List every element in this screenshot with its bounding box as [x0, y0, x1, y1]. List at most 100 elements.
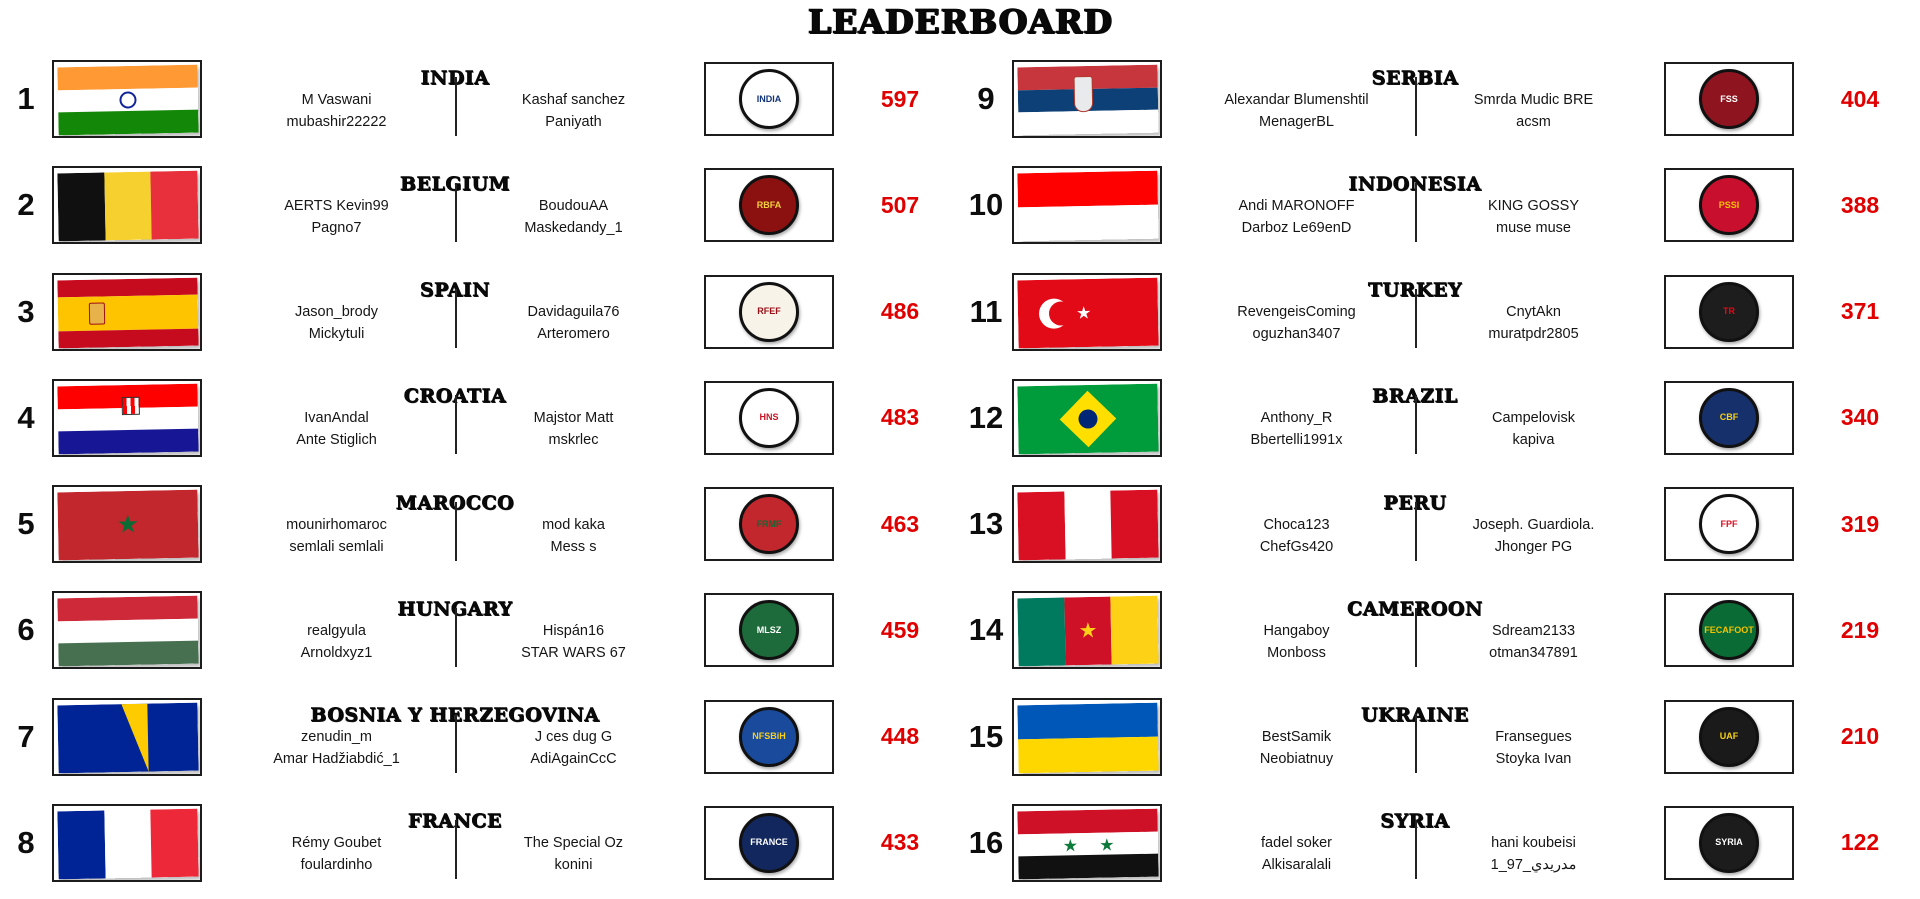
player-name: Arteromero	[537, 326, 610, 343]
country-name: PERU	[1383, 491, 1446, 514]
country-name: HUNGARY	[397, 598, 512, 621]
crest-frame: SYRIA	[1664, 805, 1794, 880]
flag-frame	[52, 803, 202, 882]
country-name: SERBIA	[1371, 66, 1459, 89]
players-grid: Choca123 ChefGs420 Joseph. Guardiola. Jh…	[1178, 501, 1652, 561]
rank-number: 7	[17, 718, 35, 754]
country-flag	[52, 60, 207, 144]
rank-number: 10	[968, 187, 1004, 223]
players-left: Choca123 ChefGs420	[1178, 516, 1415, 557]
rank-number: 1	[17, 81, 35, 117]
player-name: mod kaka	[542, 516, 605, 533]
player-name: Bbertelli1991x	[1250, 432, 1343, 449]
players-left: Alexandar Blumenshtil MenagerBL	[1178, 91, 1415, 132]
players-right: Sdream2133 otman347891	[1415, 622, 1652, 663]
team-block: HUNGARY realgyula Arnoldxyz1 Hispán16 ST…	[212, 584, 698, 676]
team-score: 219	[1840, 616, 1880, 643]
players-right: mod kaka Mess s	[455, 516, 692, 557]
flag-peru-icon	[1017, 489, 1159, 561]
leaderboard-row[interactable]: 2 BELGIUM AERTS Kevin99 Pagno7 BoudouAA …	[0, 152, 960, 258]
team-block: BRAZIL Anthony_R Bbertelli1991x Campelov…	[1172, 372, 1658, 464]
player-name: Davidaguila76	[527, 304, 620, 321]
players-divider	[1415, 501, 1417, 561]
leaderboard-row[interactable]: 3 SPAIN Jason_brody Mickytuli Davidaguil…	[0, 259, 960, 365]
rank-number: 16	[968, 824, 1004, 860]
leaderboard-column-right: 9 SERBIA Alexandar Blumenshtil MenagerBL…	[960, 46, 1920, 896]
players-divider	[455, 289, 457, 349]
crest-frame: FRANCE	[704, 805, 834, 880]
players-left: IvanAndal Ante Stiglich	[218, 409, 455, 450]
crest-label: MLSZ	[756, 624, 782, 635]
country-flag: ★	[1012, 591, 1167, 675]
leaderboard-row[interactable]: 10 INDONESIA Andi MARONOFF Darboz Le69en…	[960, 152, 1920, 258]
page-title: LEADERBOARD	[807, 2, 1113, 42]
players-grid: Andi MARONOFF Darboz Le69enD KING GOSSY …	[1178, 182, 1652, 242]
crest-badge-icon: TR	[1699, 281, 1759, 342]
crest-frame: INDIA	[704, 62, 834, 137]
player-name: kapiva	[1512, 432, 1555, 449]
rank-number: 4	[17, 399, 35, 435]
players-divider	[1415, 395, 1417, 455]
team-score: 210	[1840, 723, 1880, 750]
crest-frame: RBFA	[704, 168, 834, 243]
federation-crest: FRMF	[704, 487, 834, 562]
player-name: konini	[554, 857, 593, 874]
leaderboard-row[interactable]: 13 PERU Choca123 ChefGs420 Joseph. Guard…	[960, 471, 1920, 577]
team-score: 448	[880, 723, 920, 750]
crest-badge-icon: INDIA	[739, 69, 799, 130]
players-grid: AERTS Kevin99 Pagno7 BoudouAA Maskedandy…	[218, 182, 692, 242]
leaderboard-row[interactable]: 1 INDIA M Vaswani mubashir22222 Kashaf s…	[0, 46, 960, 152]
crest-label: HNS	[759, 412, 779, 423]
players-grid: realgyula Arnoldxyz1 Hispán16 STAR WARS …	[218, 607, 692, 667]
leaderboard-row[interactable]: 5 ★ MAROCCO mounirhomaroc semlali semlal…	[0, 471, 960, 577]
players-right: BoudouAA Maskedandy_1	[455, 197, 692, 238]
crest-frame: FPF	[1664, 487, 1794, 562]
player-name: M Vaswani	[301, 91, 372, 108]
player-name: Andi MARONOFF	[1238, 197, 1355, 214]
player-name: Hispán16	[542, 622, 605, 639]
federation-crest: UAF	[1664, 699, 1794, 774]
federation-crest: HNS	[704, 380, 834, 455]
leaderboard-row[interactable]: 16 ★ ★ SYRIA fadel soker Alkisaralali ha…	[960, 790, 1920, 896]
players-right: KING GOSSY muse muse	[1415, 197, 1652, 238]
player-name: Monboss	[1267, 644, 1326, 661]
player-name: muse muse	[1496, 219, 1571, 236]
leaderboard-row[interactable]: 8 FRANCE Rémy Goubet foulardinho The Spe…	[0, 790, 960, 896]
leaderboard-row[interactable]: 15 UKRAINE BestSamik Neobiatnuy Fransegu…	[960, 684, 1920, 790]
team-block: CROATIA IvanAndal Ante Stiglich Majstor …	[212, 372, 698, 464]
leaderboard-row[interactable]: 4 CROATIA IvanAndal Ante Stiglich Majsto…	[0, 365, 960, 471]
country-name: UKRAINE	[1361, 704, 1469, 727]
flag-cameroon-icon: ★	[1017, 596, 1159, 667]
leaderboard-row[interactable]: 11 ★ TURKEY RevengeisComing oguzhan3407 …	[960, 259, 1920, 365]
flag-indonesia-icon	[1017, 171, 1159, 242]
leaderboard-row[interactable]: 14 ★ CAMEROON Hangaboy Monboss Sdream213…	[960, 577, 1920, 683]
player-name: Majstor Matt	[533, 410, 614, 427]
crest-badge-icon: FECAFOOT	[1699, 600, 1759, 661]
player-name: Pagno7	[311, 219, 362, 236]
player-name: Sdream2133	[1491, 622, 1576, 639]
leaderboard-row[interactable]: 7 BOSNIA Y HERZEGOVINA zenudin_m Amar Ha…	[0, 684, 960, 790]
leaderboard-row[interactable]: 12 BRAZIL Anthony_R Bbertelli1991x Campe…	[960, 365, 1920, 471]
crest-badge-icon: CBF	[1699, 387, 1759, 448]
country-name: BOSNIA Y HERZEGOVINA	[310, 704, 600, 727]
players-divider	[455, 395, 457, 455]
flag-frame	[1012, 697, 1162, 776]
team-block: INDIA M Vaswani mubashir22222 Kashaf san…	[212, 53, 698, 145]
players-right: Hispán16 STAR WARS 67	[455, 622, 692, 663]
country-name: CROATIA	[404, 385, 506, 408]
player-name: Alkisaralali	[1261, 857, 1332, 874]
player-name: BestSamik	[1261, 729, 1332, 746]
flag-frame	[52, 378, 202, 457]
leaderboard-row[interactable]: 6 HUNGARY realgyula Arnoldxyz1 Hispán16 …	[0, 577, 960, 683]
country-flag: ★	[52, 485, 207, 569]
leaderboard-row[interactable]: 9 SERBIA Alexandar Blumenshtil MenagerBL…	[960, 46, 1920, 152]
team-score: 388	[1840, 191, 1880, 218]
crest-frame: FRMF	[704, 487, 834, 562]
player-name: ChefGs420	[1259, 538, 1334, 555]
federation-crest: SYRIA	[1664, 805, 1794, 880]
country-name: BELGIUM	[400, 173, 510, 196]
players-right: Kashaf sanchez Paniyath	[455, 91, 692, 132]
players-left: realgyula Arnoldxyz1	[218, 622, 455, 663]
flag-frame	[1012, 60, 1162, 139]
player-name: hani koubeisi	[1491, 835, 1576, 852]
